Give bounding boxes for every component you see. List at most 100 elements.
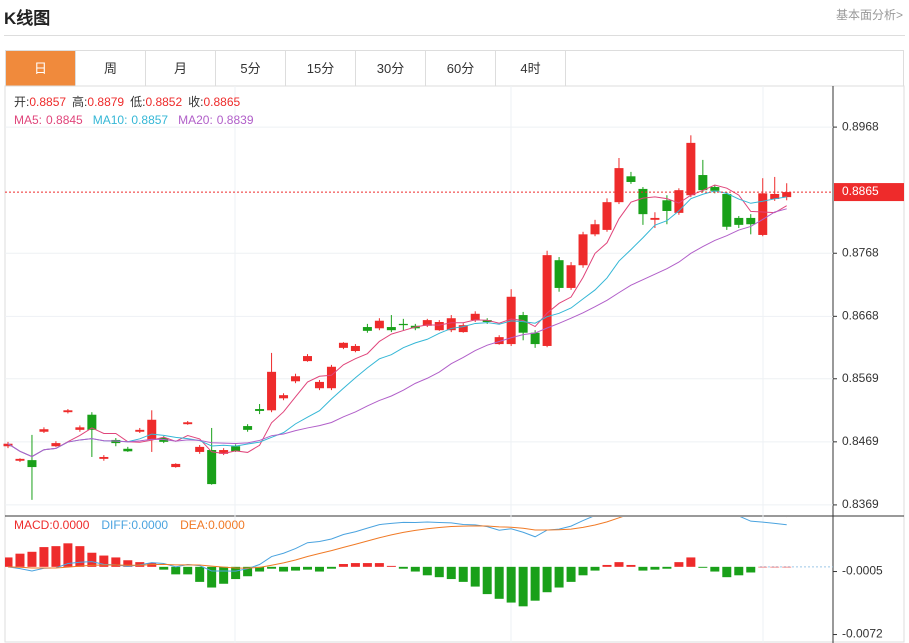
candle-body: [3, 443, 13, 447]
macd-bar: [75, 546, 85, 567]
macd-bar: [63, 543, 73, 567]
indicator-line: [7, 517, 787, 569]
analysis-link[interactable]: 基本面分析>: [835, 8, 903, 22]
candle-body: [398, 323, 408, 326]
ma-label: MA5:: [14, 113, 42, 127]
macd-bar: [422, 566, 432, 576]
macd-bar: [554, 566, 564, 588]
indicator-label: DEA:: [180, 518, 208, 532]
macd-bar: [542, 566, 552, 593]
candle-body: [626, 176, 636, 182]
macd-bar: [602, 564, 612, 567]
macd-bar: [207, 566, 217, 588]
period-tab[interactable]: 60分: [426, 51, 496, 86]
y-tick-label: 0.8668: [842, 308, 879, 322]
macd-bar: [614, 562, 624, 567]
macd-bar: [267, 566, 277, 569]
candle-body: [87, 414, 97, 430]
candle-body: [231, 446, 241, 452]
candle-body: [554, 260, 564, 288]
period-tab[interactable]: 30分: [356, 51, 426, 86]
y-tick-label: 0.8469: [842, 434, 879, 448]
candle-body: [494, 337, 504, 345]
macd-group: [5, 517, 792, 607]
candle-body: [326, 366, 336, 389]
macd-bar: [219, 566, 229, 584]
candle-body: [650, 217, 660, 220]
info-value: 0.8879: [87, 95, 124, 109]
candle-body: [303, 356, 312, 362]
macd-bar: [374, 563, 384, 567]
candle-body: [255, 409, 265, 411]
candle-body: [662, 200, 672, 211]
indicator-value: 0.0000: [208, 518, 245, 532]
candle-body: [458, 325, 468, 333]
macd-bar: [686, 557, 696, 567]
macd-bar: [99, 555, 109, 567]
macd-bar: [410, 566, 420, 572]
indicator-line: [7, 517, 787, 572]
macd-bar: [171, 566, 181, 575]
candle-body: [111, 439, 121, 444]
candle-body: [470, 313, 480, 321]
candle-body: [39, 429, 49, 432]
macd-bar: [398, 566, 408, 569]
candle-body: [362, 327, 372, 331]
macd-bar: [87, 552, 97, 567]
macd-bar: [434, 566, 444, 578]
macd-bar: [183, 566, 193, 575]
candle-body: [734, 217, 744, 225]
candle-body: [207, 450, 217, 485]
candle-body: [75, 427, 85, 430]
macd-bar: [255, 566, 265, 572]
period-tab[interactable]: 日: [6, 51, 76, 86]
macd-bar: [123, 560, 133, 567]
period-tab[interactable]: 月: [146, 51, 216, 86]
macd-bar: [303, 566, 312, 570]
candle-body: [279, 395, 289, 399]
macd-bar: [470, 566, 480, 587]
last-price-box: [834, 183, 904, 202]
info-value: 0.8852: [145, 95, 182, 109]
indicator-label: MACD:: [14, 518, 53, 532]
macd-legend: MACD:0.0000 DIFF:0.0000 DEA:0.0000: [14, 518, 245, 532]
page-title: K线图: [4, 9, 51, 28]
candle-body: [374, 320, 384, 329]
info-label: 收:: [188, 95, 203, 109]
candle-body: [758, 193, 768, 235]
candle-body: [63, 410, 73, 413]
macd-bar: [578, 566, 588, 576]
macd-bar: [674, 562, 684, 567]
macd-bar: [770, 566, 780, 568]
candle-body: [578, 234, 588, 266]
macd-bar: [758, 566, 768, 568]
y-tick-label: 0.8968: [842, 119, 879, 133]
macd-bar: [710, 566, 720, 572]
ma-label: MA20:: [178, 113, 213, 127]
macd-bar: [698, 566, 708, 568]
candle-body: [674, 190, 684, 213]
macd-bar: [530, 566, 540, 601]
ma-label: MA10:: [93, 113, 128, 127]
y-tick-label: -0.0005: [842, 564, 883, 578]
candle-body: [698, 175, 708, 191]
macd-bar: [350, 563, 360, 567]
candle-body: [446, 318, 456, 331]
ma-line: [7, 190, 787, 458]
candle-body: [770, 193, 780, 200]
macd-bar: [626, 564, 636, 567]
candle-body: [530, 332, 540, 345]
macd-bar: [482, 566, 492, 595]
period-tab[interactable]: 4时: [496, 51, 566, 86]
macd-bar: [386, 565, 396, 567]
macd-bar: [279, 566, 289, 572]
period-tab[interactable]: 5分: [216, 51, 286, 86]
indicator-label: DIFF:: [101, 518, 131, 532]
macd-bar: [27, 551, 37, 567]
period-tab[interactable]: 15分: [286, 51, 356, 86]
period-tab[interactable]: 周: [76, 51, 146, 86]
ma-line: [7, 208, 787, 458]
candle-body: [722, 193, 732, 227]
candle-body: [27, 460, 37, 468]
